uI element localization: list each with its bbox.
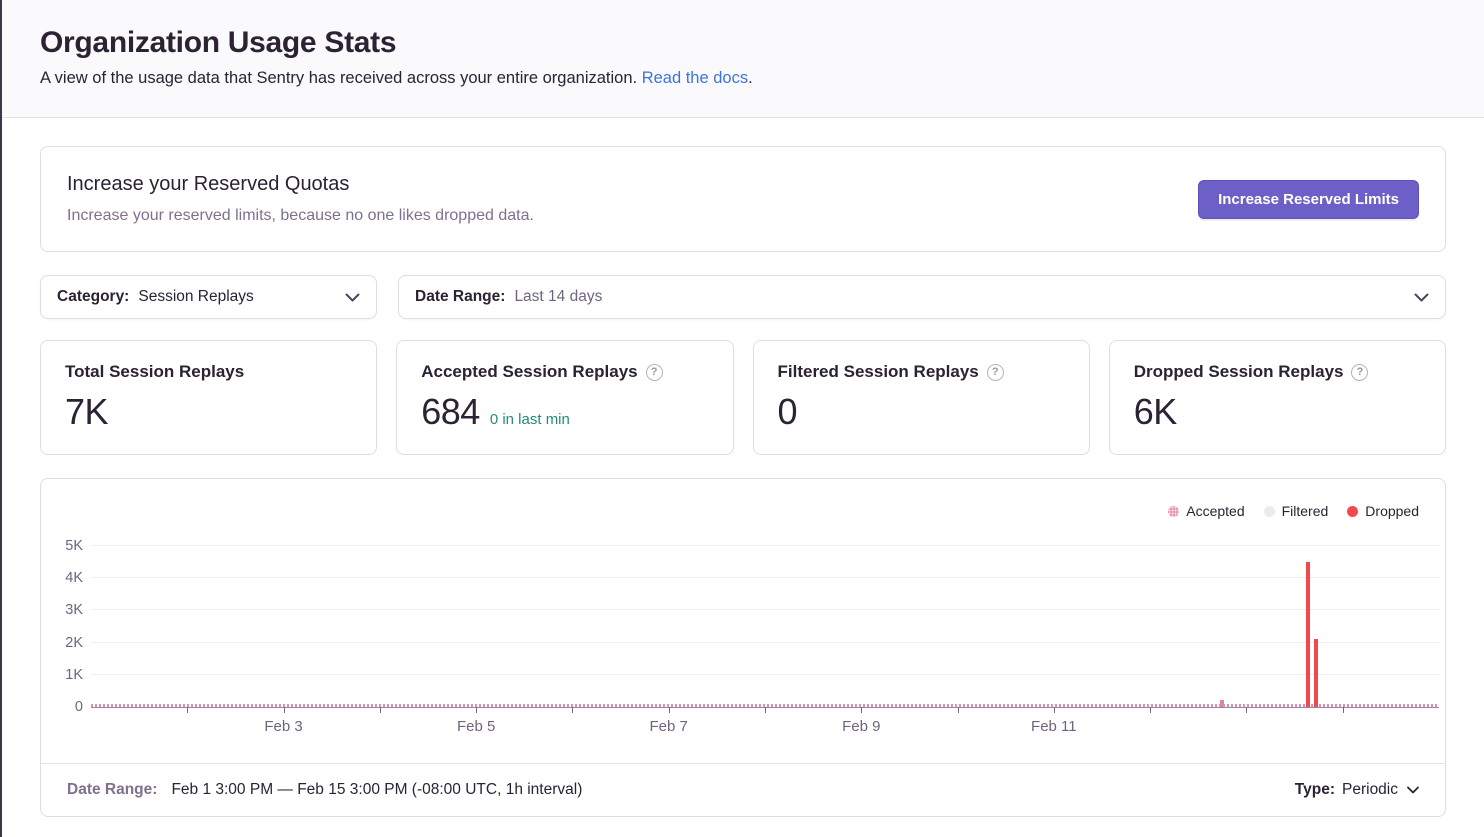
- x-axis-tick-label: Feb 5: [456, 718, 496, 735]
- chart-footer-date-range-value: Feb 1 3:00 PM — Feb 15 3:00 PM (-08:00 U…: [171, 781, 583, 798]
- read-the-docs-link[interactable]: Read the docs: [641, 69, 749, 87]
- increase-reserved-limits-button[interactable]: Increase Reserved Limits: [1198, 179, 1419, 219]
- chart-footer-date-range-label: Date Range:: [67, 781, 158, 798]
- x-axis-tick: [765, 707, 766, 713]
- chart-type-select[interactable]: Type: Periodic: [1295, 781, 1419, 799]
- stat-card-trend: 0 in last min: [489, 411, 570, 428]
- legend-label: Accepted: [1186, 503, 1245, 519]
- stat-card-accepted: Accepted Session Replays ? 684 0 in last…: [396, 340, 734, 455]
- legend-label: Dropped: [1365, 503, 1419, 519]
- x-axis-tick-label: Feb 7: [649, 718, 688, 735]
- page-subtitle-period: .: [748, 69, 753, 87]
- x-axis-tick: [379, 707, 381, 713]
- x-axis-tick: [957, 707, 959, 713]
- page-header: Organization Usage Stats A view of the u…: [2, 0, 1484, 118]
- quota-banner-text: Increase your Reserved Quotas Increase y…: [67, 173, 534, 225]
- chart-bar-dropped: [1306, 562, 1311, 707]
- y-axis-tick-label: 1K: [65, 666, 83, 683]
- y-axis-tick-label: 0: [74, 699, 83, 715]
- legend-dot-icon: [1347, 505, 1359, 517]
- x-axis-tick: [1246, 707, 1248, 713]
- y-axis-tick-label: 3K: [65, 602, 83, 619]
- stat-card-value: 0: [777, 391, 798, 432]
- legend-dot-icon: [1168, 505, 1180, 517]
- legend-item-dropped[interactable]: Dropped: [1347, 503, 1419, 519]
- filter-row: Category: Session Replays Date Range: La…: [40, 275, 1446, 319]
- page-subtitle-text: A view of the usage data that Sentry has…: [40, 69, 638, 87]
- quota-banner-title: Increase your Reserved Quotas: [67, 173, 350, 195]
- chart-type-label: Type:: [1294, 781, 1335, 798]
- page-subtitle: A view of the usage data that Sentry has…: [40, 69, 1446, 88]
- x-axis-tick-label: Feb 9: [842, 718, 881, 735]
- stat-card-value: 7K: [65, 391, 109, 432]
- category-select-value: Session Replays: [138, 288, 254, 305]
- chart-bar-accepted: [1220, 699, 1225, 707]
- chevron-down-icon: [1407, 786, 1419, 794]
- y-axis-tick-label: 4K: [65, 570, 83, 587]
- date-range-select-label: Date Range:: [415, 288, 506, 305]
- x-axis-tick: [283, 707, 285, 713]
- legend-dot-icon: [1263, 505, 1275, 517]
- stat-card-total: Total Session Replays 7K: [40, 340, 378, 455]
- category-select[interactable]: Category: Session Replays: [40, 275, 377, 319]
- x-axis-tick: [1150, 707, 1152, 713]
- accepted-baseline-bars: [91, 704, 1439, 707]
- chart-plot: 0 1K 2K 3K 4K 5K Feb 3 Feb 5 Feb 7 Feb 9 Feb 11: [65, 538, 1439, 735]
- stat-card-title: Accepted Session Replays: [421, 362, 638, 381]
- x-axis-tick-label: Feb 3: [264, 718, 303, 735]
- stat-card-value: 6K: [1133, 391, 1178, 432]
- gridline: [91, 577, 1439, 579]
- date-range-select[interactable]: Date Range: Last 14 days: [398, 275, 1446, 319]
- stat-card-filtered: Filtered Session Replays ? 0: [752, 340, 1090, 455]
- date-range-select-value: Last 14 days: [514, 288, 603, 305]
- x-axis-tick: [861, 707, 863, 713]
- chart-bar-dropped: [1313, 639, 1318, 707]
- category-select-label: Category:: [57, 288, 130, 305]
- x-axis-tick-label: Feb 11: [1031, 718, 1077, 735]
- main-content: Increase your Reserved Quotas Increase y…: [2, 118, 1484, 817]
- x-axis-tick: [187, 707, 189, 713]
- help-icon[interactable]: ?: [986, 363, 1004, 381]
- chevron-down-icon: [345, 293, 360, 302]
- gridline: [91, 641, 1439, 643]
- chart-type-value: Periodic: [1342, 781, 1398, 798]
- page-title: Organization Usage Stats: [40, 26, 397, 59]
- stat-card-dropped: Dropped Session Replays ? 6K: [1108, 340, 1446, 455]
- legend-item-filtered[interactable]: Filtered: [1263, 503, 1329, 519]
- x-axis-tick: [476, 707, 478, 713]
- legend-label: Filtered: [1281, 503, 1329, 519]
- stat-card-title: Filtered Session Replays: [777, 362, 979, 381]
- chevron-down-icon: [1414, 293, 1429, 302]
- quota-banner: Increase your Reserved Quotas Increase y…: [40, 146, 1446, 252]
- y-axis-tick-label: 2K: [65, 634, 83, 651]
- x-axis-tick: [668, 707, 670, 713]
- x-axis-tick: [572, 707, 574, 713]
- x-axis-tick: [1342, 707, 1344, 713]
- stat-cards-row: Total Session Replays 7K Accepted Sessio…: [40, 340, 1446, 455]
- legend-item-accepted[interactable]: Accepted: [1168, 503, 1245, 519]
- help-icon[interactable]: ?: [645, 363, 663, 381]
- stat-card-title: Total Session Replays: [65, 362, 245, 381]
- usage-chart: Accepted Filtered Dropped 0 1K 2K 3K 4K 5K Feb 3…: [41, 479, 1445, 763]
- gridline: [91, 545, 1439, 546]
- stat-card-title: Dropped Session Replays: [1133, 362, 1344, 381]
- help-icon[interactable]: ?: [1351, 363, 1369, 381]
- quota-banner-description: Increase your reserved limits, because n…: [67, 207, 534, 224]
- chart-legend: Accepted Filtered Dropped: [1168, 503, 1419, 519]
- gridline: [91, 673, 1439, 675]
- y-axis-tick-label: 5K: [65, 538, 83, 554]
- stat-card-value: 684: [421, 391, 480, 432]
- usage-chart-panel: Accepted Filtered Dropped 0 1K 2K 3K 4K 5K Feb 3…: [40, 478, 1446, 817]
- chart-footer: Date Range: Feb 1 3:00 PM — Feb 15 3:00 …: [41, 763, 1445, 816]
- x-axis-tick: [1053, 707, 1055, 713]
- gridline: [91, 609, 1439, 611]
